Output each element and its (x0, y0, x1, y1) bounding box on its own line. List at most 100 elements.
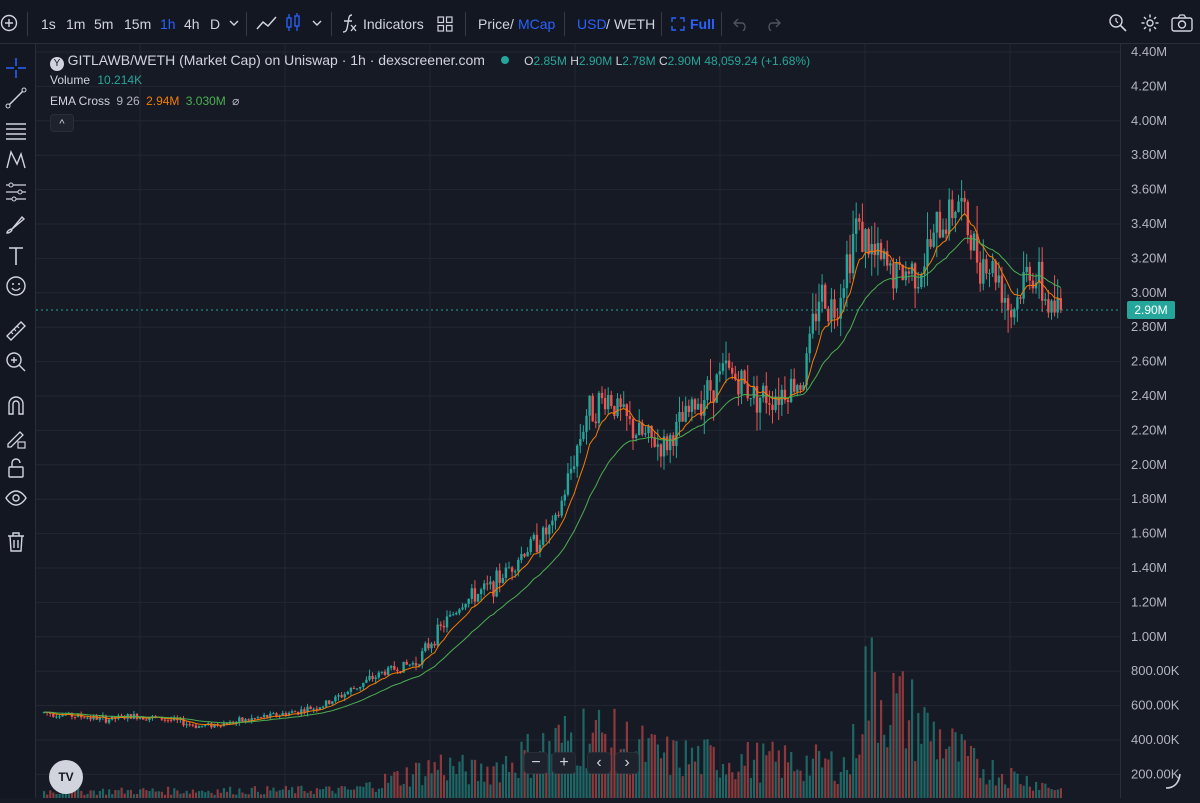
candle-body (678, 412, 681, 422)
volume-bar (725, 774, 728, 798)
volume-bar (294, 793, 297, 798)
candle-body (653, 437, 656, 447)
volume-bar (365, 782, 368, 798)
brush-icon[interactable] (4, 212, 28, 236)
full-button[interactable]: Full (690, 16, 715, 32)
eye-icon[interactable] (4, 486, 28, 510)
candle-body (789, 378, 793, 403)
ema-visibility-icon[interactable]: ⌀ (232, 94, 240, 108)
interval-15m[interactable]: 15m (124, 16, 152, 32)
zoom-in-button[interactable]: + (552, 752, 576, 774)
candle-body (343, 694, 346, 698)
line-chart-icon[interactable] (256, 13, 278, 33)
trend-line-icon[interactable] (4, 86, 28, 110)
undo-icon[interactable] (733, 17, 749, 31)
volume-bar (675, 741, 678, 798)
interval-1s[interactable]: 1s (41, 16, 56, 32)
emoji-icon[interactable] (4, 274, 28, 298)
lock-drawing-icon[interactable] (4, 426, 28, 450)
zoom-in-icon[interactable] (4, 350, 28, 374)
trash-icon[interactable] (4, 530, 28, 554)
price-tick-label: 2.60M (1131, 354, 1167, 369)
close-value: 2.90M (667, 54, 701, 68)
candle-body (585, 415, 588, 432)
crosshair-icon[interactable] (4, 56, 28, 80)
volume-bar (867, 720, 870, 798)
candle-body (706, 380, 709, 400)
interval-d[interactable]: D (210, 16, 221, 32)
collapse-legend-button[interactable]: ^ (50, 114, 74, 132)
volume-bar (898, 676, 901, 798)
candle-body (566, 473, 570, 495)
candle-body (641, 422, 644, 435)
interval-5m[interactable]: 5m (94, 16, 114, 32)
candle-body (622, 404, 625, 407)
camera-screenshot-icon[interactable] (1171, 14, 1193, 32)
candle-body (749, 398, 752, 400)
candle-body (188, 724, 191, 726)
ruler-icon[interactable] (4, 319, 28, 343)
volume-bar (132, 794, 136, 798)
top-toolbar: 1s 1m 5m 15m 1h 4h D Indicators Price / … (0, 0, 1200, 44)
volume-bar (142, 788, 145, 798)
volume-bar (861, 734, 864, 798)
mcap-toggle[interactable]: MCap (518, 16, 556, 32)
auto-scale-icon[interactable] (1163, 770, 1183, 790)
volume-bar (77, 787, 80, 798)
chevron-down-icon[interactable] (229, 18, 239, 28)
zoom-out-button[interactable]: − (524, 752, 548, 774)
candle-body (297, 711, 300, 715)
candle-body (882, 251, 886, 260)
layouts-grid-icon[interactable] (437, 16, 453, 32)
volume-bar (384, 773, 387, 798)
chart-area[interactable]: Y GITLAWB/WETH (Market Cap) on Uniswap ·… (36, 44, 1120, 798)
volume-bar (1025, 775, 1028, 798)
pattern-icon[interactable] (4, 148, 28, 172)
magnet-icon[interactable] (4, 394, 28, 418)
price-axis[interactable]: 4.40M 4.20M 4.00M 3.80M 3.60M 3.40M 3.20M 3.00M… (1120, 44, 1200, 798)
volume-bar (610, 747, 613, 798)
indicators-button[interactable]: Indicators (363, 16, 424, 32)
volume-bar (805, 755, 808, 798)
candle-body (783, 389, 787, 401)
candle-body (204, 724, 207, 726)
volume-bar (966, 755, 969, 798)
volume-bar (904, 748, 907, 798)
volume-bar (393, 771, 396, 798)
scroll-right-button[interactable]: › (615, 752, 639, 774)
candle-body (163, 719, 167, 721)
volume-bar (418, 762, 421, 798)
redo-icon[interactable] (765, 17, 781, 31)
volume-bar (796, 769, 799, 798)
chevron-down-icon[interactable] (312, 18, 322, 28)
fib-retracement-icon[interactable] (4, 118, 28, 142)
add-circle-icon[interactable] (0, 14, 18, 32)
weth-toggle[interactable]: WETH (614, 16, 656, 32)
volume-bar (108, 789, 111, 798)
interval-1h[interactable]: 1h (160, 16, 176, 32)
settings-gear-icon[interactable] (1140, 13, 1160, 33)
candle-body (926, 239, 929, 267)
volume-bar (1007, 788, 1010, 798)
candle-body (734, 373, 737, 380)
scroll-left-button[interactable]: ‹ (587, 752, 611, 774)
volume-bar (991, 760, 994, 798)
volume-bar (1059, 788, 1062, 798)
candle-body (166, 719, 170, 721)
volume-bar (690, 747, 694, 798)
interval-1m[interactable]: 1m (66, 16, 86, 32)
lock-icon[interactable] (4, 456, 28, 480)
volume-bar (737, 771, 740, 798)
prediction-icon[interactable] (4, 180, 28, 204)
volume-bar (808, 775, 811, 798)
interval-4h[interactable]: 4h (184, 16, 200, 32)
volume-bar (92, 790, 95, 798)
price-toggle[interactable]: Price (478, 16, 510, 32)
usd-toggle[interactable]: USD (577, 16, 607, 32)
text-tool-icon[interactable] (4, 244, 28, 268)
quick-search-icon[interactable] (1108, 13, 1128, 33)
candlestick-chart[interactable] (36, 44, 1120, 798)
tradingview-logo[interactable]: TV (49, 760, 83, 794)
candles-icon[interactable] (285, 12, 301, 34)
volume-bar (907, 720, 911, 798)
